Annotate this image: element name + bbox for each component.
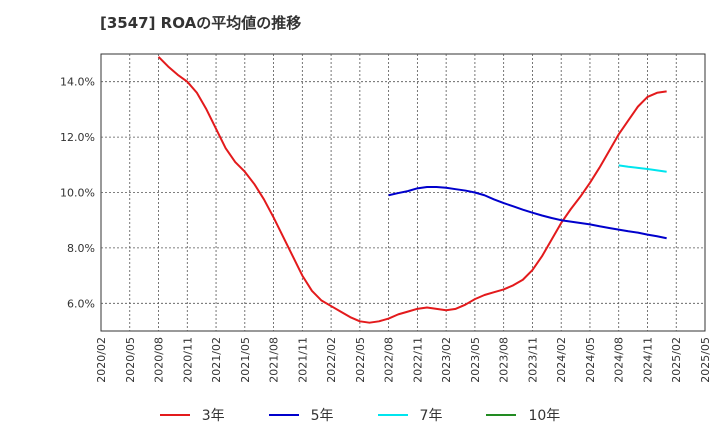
x-tick-label: 2023/08 bbox=[498, 337, 511, 383]
x-tick-label: 2024/08 bbox=[613, 337, 626, 383]
y-axis-ticks: 6.0% 8.0% 10.0% 12.0% 14.0% bbox=[60, 76, 95, 311]
y-tick-label: 14.0% bbox=[60, 76, 95, 89]
chart-title: [3547] ROAの平均値の推移 bbox=[100, 14, 302, 32]
x-tick-label: 2023/05 bbox=[469, 337, 482, 383]
x-axis-ticks: 2020/02 2020/05 2020/08 2020/11 2021/02 2021/… bbox=[95, 337, 712, 383]
x-tick-label: 2020/05 bbox=[124, 337, 137, 383]
legend-label: 5年 bbox=[310, 408, 334, 424]
x-tick-label: 2020/08 bbox=[153, 337, 166, 383]
x-tick-label: 2022/08 bbox=[383, 337, 396, 383]
legend-item: 5年 bbox=[268, 402, 334, 428]
legend-swatch bbox=[377, 414, 408, 416]
x-tick-label: 2022/05 bbox=[354, 337, 367, 383]
legend-label: 7年 bbox=[419, 408, 443, 424]
legend-label: 10年 bbox=[528, 408, 561, 424]
x-tick-label: 2021/11 bbox=[296, 337, 309, 383]
y-tick-label: 10.0% bbox=[60, 187, 95, 200]
x-tick-label: 2024/05 bbox=[584, 337, 597, 383]
y-tick-label: 6.0% bbox=[67, 297, 95, 310]
legend-label: 3年 bbox=[201, 408, 225, 424]
legend-swatch bbox=[268, 414, 299, 416]
legend-swatch bbox=[486, 414, 517, 416]
x-tick-label: 2022/11 bbox=[411, 337, 424, 383]
series-lines bbox=[157, 56, 667, 324]
x-tick-label: 2020/11 bbox=[181, 337, 194, 383]
y-tick-label: 8.0% bbox=[67, 242, 95, 255]
x-tick-label: 2025/05 bbox=[699, 337, 712, 383]
legend: 3年 5年 7年 10年 bbox=[0, 402, 720, 428]
x-tick-label: 2021/05 bbox=[239, 337, 252, 383]
x-tick-label: 2024/11 bbox=[641, 337, 654, 383]
x-tick-label: 2023/02 bbox=[440, 337, 453, 383]
x-tick-label: 2024/02 bbox=[555, 337, 568, 383]
y-tick-label: 12.0% bbox=[60, 131, 95, 144]
series-line-1 bbox=[388, 185, 667, 240]
x-tick-label: 2023/11 bbox=[526, 337, 539, 383]
x-tick-label: 2021/08 bbox=[268, 337, 281, 383]
x-tick-label: 2025/02 bbox=[670, 337, 683, 383]
legend-swatch bbox=[159, 414, 190, 416]
x-tick-label: 2022/02 bbox=[325, 337, 338, 383]
legend-item: 10年 bbox=[486, 402, 560, 428]
series-line-0 bbox=[157, 56, 667, 324]
x-tick-label: 2021/02 bbox=[210, 337, 223, 383]
legend-item: 3年 bbox=[159, 402, 225, 428]
x-tick-label: 2020/02 bbox=[95, 337, 108, 383]
series-line-2 bbox=[618, 164, 667, 173]
legend-item: 7年 bbox=[377, 402, 443, 428]
